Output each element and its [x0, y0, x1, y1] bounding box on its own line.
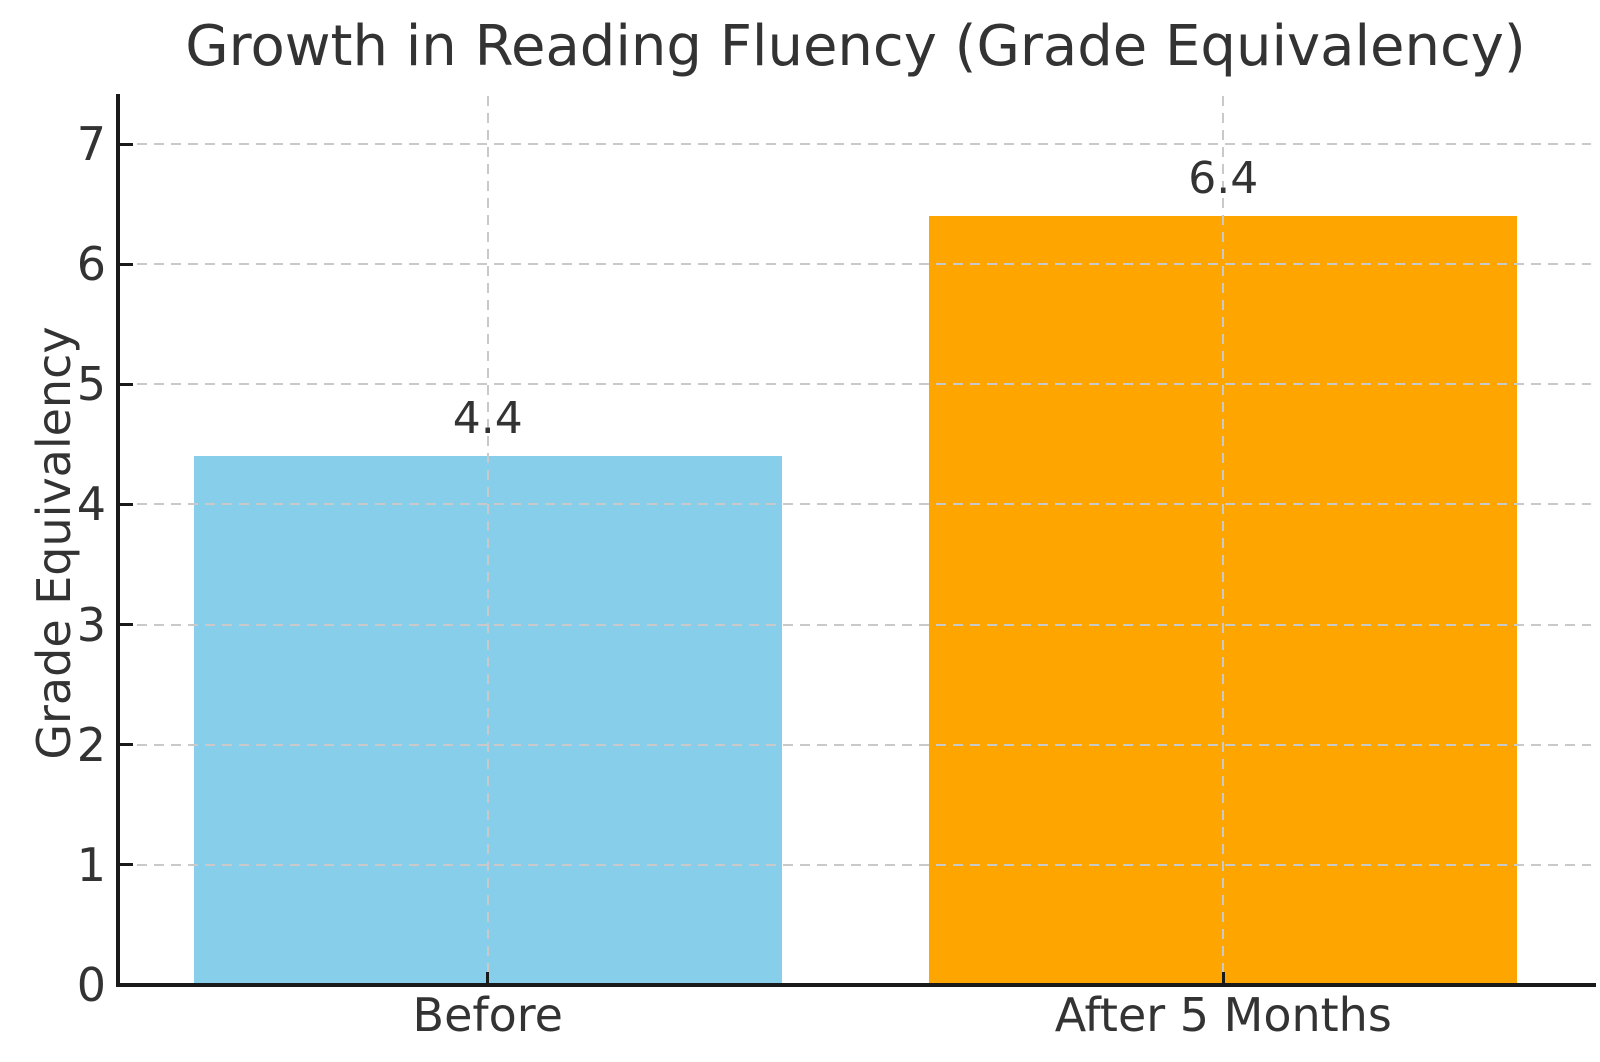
- gridline-horizontal: [120, 263, 1591, 266]
- gridline-horizontal: [120, 143, 1591, 146]
- y-tick-mark: [120, 502, 133, 506]
- bar-value-label: 6.4: [1188, 153, 1259, 205]
- gridline-horizontal: [120, 623, 1591, 626]
- y-tick-mark: [120, 262, 133, 266]
- chart-title: Growth in Reading Fluency (Grade Equival…: [185, 14, 1526, 79]
- y-tick-mark: [120, 142, 133, 146]
- x-tick-label: Before: [412, 988, 563, 1042]
- x-tick-labels: Before After 5 Months: [120, 988, 1591, 1052]
- y-tick-label: 0: [76, 958, 106, 1012]
- x-tick-label: After 5 Months: [1054, 988, 1392, 1042]
- gridline-horizontal: [120, 503, 1591, 506]
- y-axis-spine: [116, 94, 120, 987]
- gridline-vertical: [1222, 96, 1225, 985]
- y-tick-label: 6: [76, 237, 106, 292]
- x-axis-spine: [116, 983, 1596, 987]
- y-tick-mark: [120, 623, 133, 627]
- gridline-horizontal: [120, 743, 1591, 746]
- y-tick-mark: [120, 382, 133, 386]
- x-tick-mark: [486, 972, 490, 985]
- y-tick-mark: [120, 743, 133, 747]
- gridline-vertical: [486, 96, 489, 985]
- y-tick-mark: [120, 863, 133, 867]
- y-tick-label: 3: [76, 597, 106, 652]
- plot-area: 4.4 6.4: [120, 96, 1591, 987]
- gridline-horizontal: [120, 863, 1591, 866]
- bar-value-label: 4.4: [452, 393, 523, 445]
- y-tick-label: 2: [76, 717, 106, 772]
- gridline-horizontal: [120, 383, 1591, 386]
- y-tick-labels: 0 1 2 3 4 5 6 7: [0, 96, 106, 1012]
- y-tick-label: 4: [76, 477, 106, 532]
- y-tick-label: 1: [76, 837, 106, 892]
- y-tick-label: 5: [76, 357, 106, 412]
- x-tick-mark: [1221, 972, 1225, 985]
- y-tick-label: 7: [76, 117, 106, 172]
